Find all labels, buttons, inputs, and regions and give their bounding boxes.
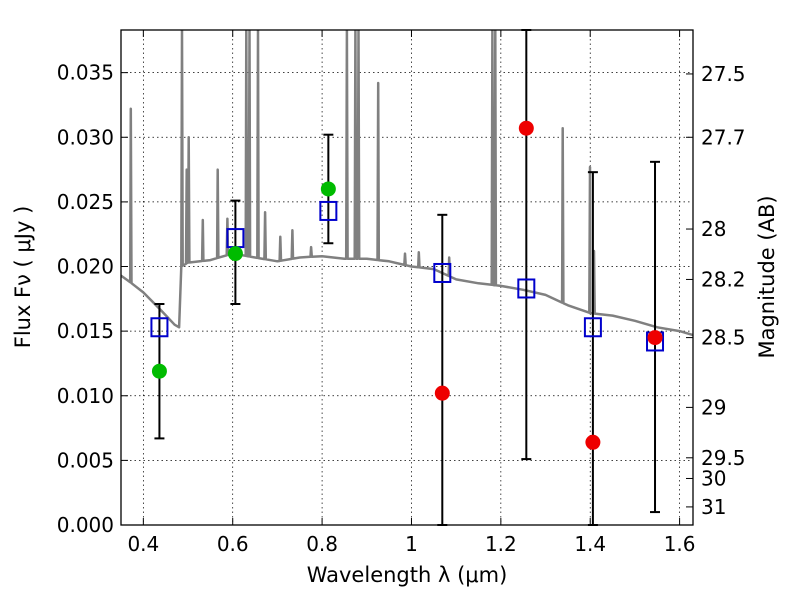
- x-tick-label: 1.6: [664, 532, 696, 556]
- model-flux-square: [433, 262, 452, 283]
- right-tick-label: 27.7: [701, 125, 746, 149]
- y-tick-label: 0.000: [57, 513, 114, 537]
- y-tick-label: 0.035: [57, 61, 114, 85]
- right-tick-label: 28.2: [701, 267, 746, 291]
- x-axis-label: Wavelength λ (μm): [307, 563, 508, 587]
- right-tick-label: 29.5: [701, 446, 746, 470]
- right-tick-label: 30: [701, 466, 726, 490]
- measured-point: [647, 330, 663, 346]
- x-tick-label: 0.6: [217, 532, 249, 556]
- right-tick-label: 27.5: [701, 62, 746, 86]
- model-flux-square: [319, 200, 338, 221]
- y-axis-label: Flux Fν ( μJy ): [11, 206, 35, 349]
- y-tick-label: 0.025: [57, 190, 114, 214]
- x-tick-label: 0.4: [127, 532, 159, 556]
- detection-point: [227, 246, 243, 262]
- model-flux-square: [150, 317, 169, 338]
- model-flux-square: [517, 278, 536, 299]
- right-tick-label: 29: [701, 395, 726, 419]
- x-tick-label: 0.8: [306, 532, 338, 556]
- grid-lines: [121, 30, 693, 525]
- y-tick-label: 0.005: [57, 448, 114, 472]
- y-tick-label: 0.015: [57, 319, 114, 343]
- x-tick-label: 1: [405, 532, 418, 556]
- measured-point: [518, 120, 534, 136]
- y-tick-label: 0.020: [57, 255, 114, 279]
- y-tick-label: 0.010: [57, 384, 114, 408]
- y-tick-label: 0.030: [57, 125, 114, 149]
- spectrum-line: [121, 30, 693, 337]
- right-tick-label: 28: [701, 217, 726, 241]
- plot-frame: [120, 29, 694, 526]
- data-layer: [121, 30, 693, 337]
- marker-layer: [150, 29, 665, 526]
- detection-point: [320, 181, 336, 197]
- axes: 0.4 0.6 0.8 1 1.2 1.4 1.6 0.000 0.005 0.010 0.015 0…: [57, 30, 746, 556]
- right-tick-label: 31: [701, 495, 726, 519]
- right-tick-label: 28.5: [701, 326, 746, 350]
- model-flux-square: [583, 317, 602, 338]
- measured-point: [434, 385, 450, 401]
- x-tick-label: 1.2: [485, 532, 517, 556]
- detection-point: [151, 363, 167, 379]
- y-axis-label-right: Magnitude (AB): [755, 195, 779, 358]
- x-tick-label: 1.4: [574, 532, 606, 556]
- measured-point: [585, 434, 601, 450]
